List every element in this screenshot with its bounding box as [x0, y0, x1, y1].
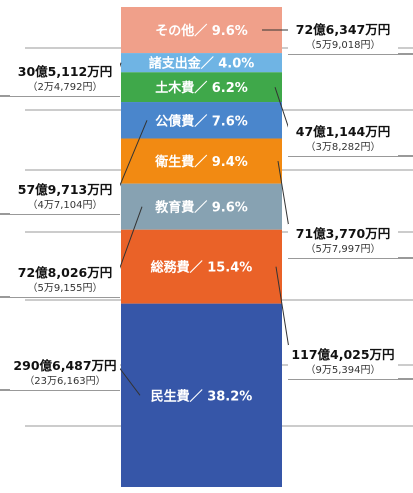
annotation: 57億9,713万円 （4万7,104円） [10, 180, 120, 214]
segment-label: 総務費／ 15.4% [151, 260, 253, 276]
per-capita-label: （2万4,792円） [28, 81, 103, 93]
amount-label: 47億1,144万円 [296, 124, 390, 139]
bar-segment [121, 53, 282, 73]
annotation: 71億3,770万円 （5万7,997円） [288, 224, 398, 258]
annotation: 72億8,026万円 （5万9,155円） [10, 263, 120, 297]
bar-segment [121, 7, 282, 54]
amount-label: 72億6,347万円 [296, 22, 390, 37]
segment-label: 公債費／ 7.6% [155, 113, 248, 129]
segment-label: 土木費／ 6.2% [155, 80, 248, 96]
annotation-box [288, 122, 398, 156]
leader-line [277, 160, 291, 235]
leader-line [117, 365, 141, 396]
annotation: 30億5,112万円 （2万4,792円） [10, 62, 120, 96]
annotation-box [10, 263, 120, 297]
amount-label: 30億5,112万円 [18, 64, 112, 79]
annotation: 72億6,347万円 （5万9,018円） [288, 20, 398, 54]
leader-line [275, 266, 291, 356]
segment-label: 教育費／ 9.6% [154, 200, 248, 216]
leader-line [117, 206, 143, 274]
amount-label: 117億4,025万円 [291, 347, 394, 362]
annotation: 117億4,025万円 （9万5,394円） [288, 345, 398, 379]
amount-annotations: 72億6,347万円 （5万9,018円） 30億5,112万円 （2万4,792円）… [10, 20, 398, 390]
amount-label: 71億3,770万円 [296, 226, 390, 241]
annotation-box [10, 356, 120, 390]
annotation: 290億6,487万円 （23万6,163円） [10, 356, 120, 390]
per-capita-label: （9万5,394円） [306, 364, 381, 376]
annotation-box [10, 62, 120, 96]
leader-line [274, 87, 291, 133]
segment-label: 民生費／ 38.2% [151, 388, 253, 404]
per-capita-label: （3万8,282円） [306, 141, 381, 153]
per-capita-label: （5万7,997円） [306, 243, 381, 255]
bar-segment [121, 102, 282, 139]
segment-label: 衛生費／ 9.4% [154, 154, 248, 170]
per-capita-label: （5万9,155円） [28, 282, 103, 294]
bar-column: その他／ 9.6% 諸支出金／ 4.0% 土木費／ 6.2% 公債費／ 7.6% 衛生費… [121, 7, 282, 487]
bar-segment [121, 138, 282, 184]
bar-segment [121, 303, 282, 487]
per-capita-label: （23万6,163円） [24, 375, 105, 387]
annotation-box [288, 224, 398, 258]
segment-label: 諸支出金／ 4.0% [149, 56, 255, 72]
bar-segment [121, 72, 282, 103]
amount-label: 57億9,713万円 [18, 182, 112, 197]
amount-label: 72億8,026万円 [18, 265, 112, 280]
per-capita-label: （4万7,104円） [28, 199, 103, 211]
bar-segment [121, 183, 282, 230]
annotation-box [288, 20, 398, 54]
leader-line [117, 120, 148, 191]
annotation-box [10, 180, 120, 214]
bar-segment [121, 229, 282, 304]
segment-label: その他／ 9.6% [155, 23, 248, 39]
annotation-box [288, 345, 398, 379]
per-capita-label: （5万9,018円） [306, 39, 381, 51]
annotation: 47億1,144万円 （3万8,282円） [288, 122, 398, 156]
amount-label: 290億6,487万円 [13, 358, 116, 373]
